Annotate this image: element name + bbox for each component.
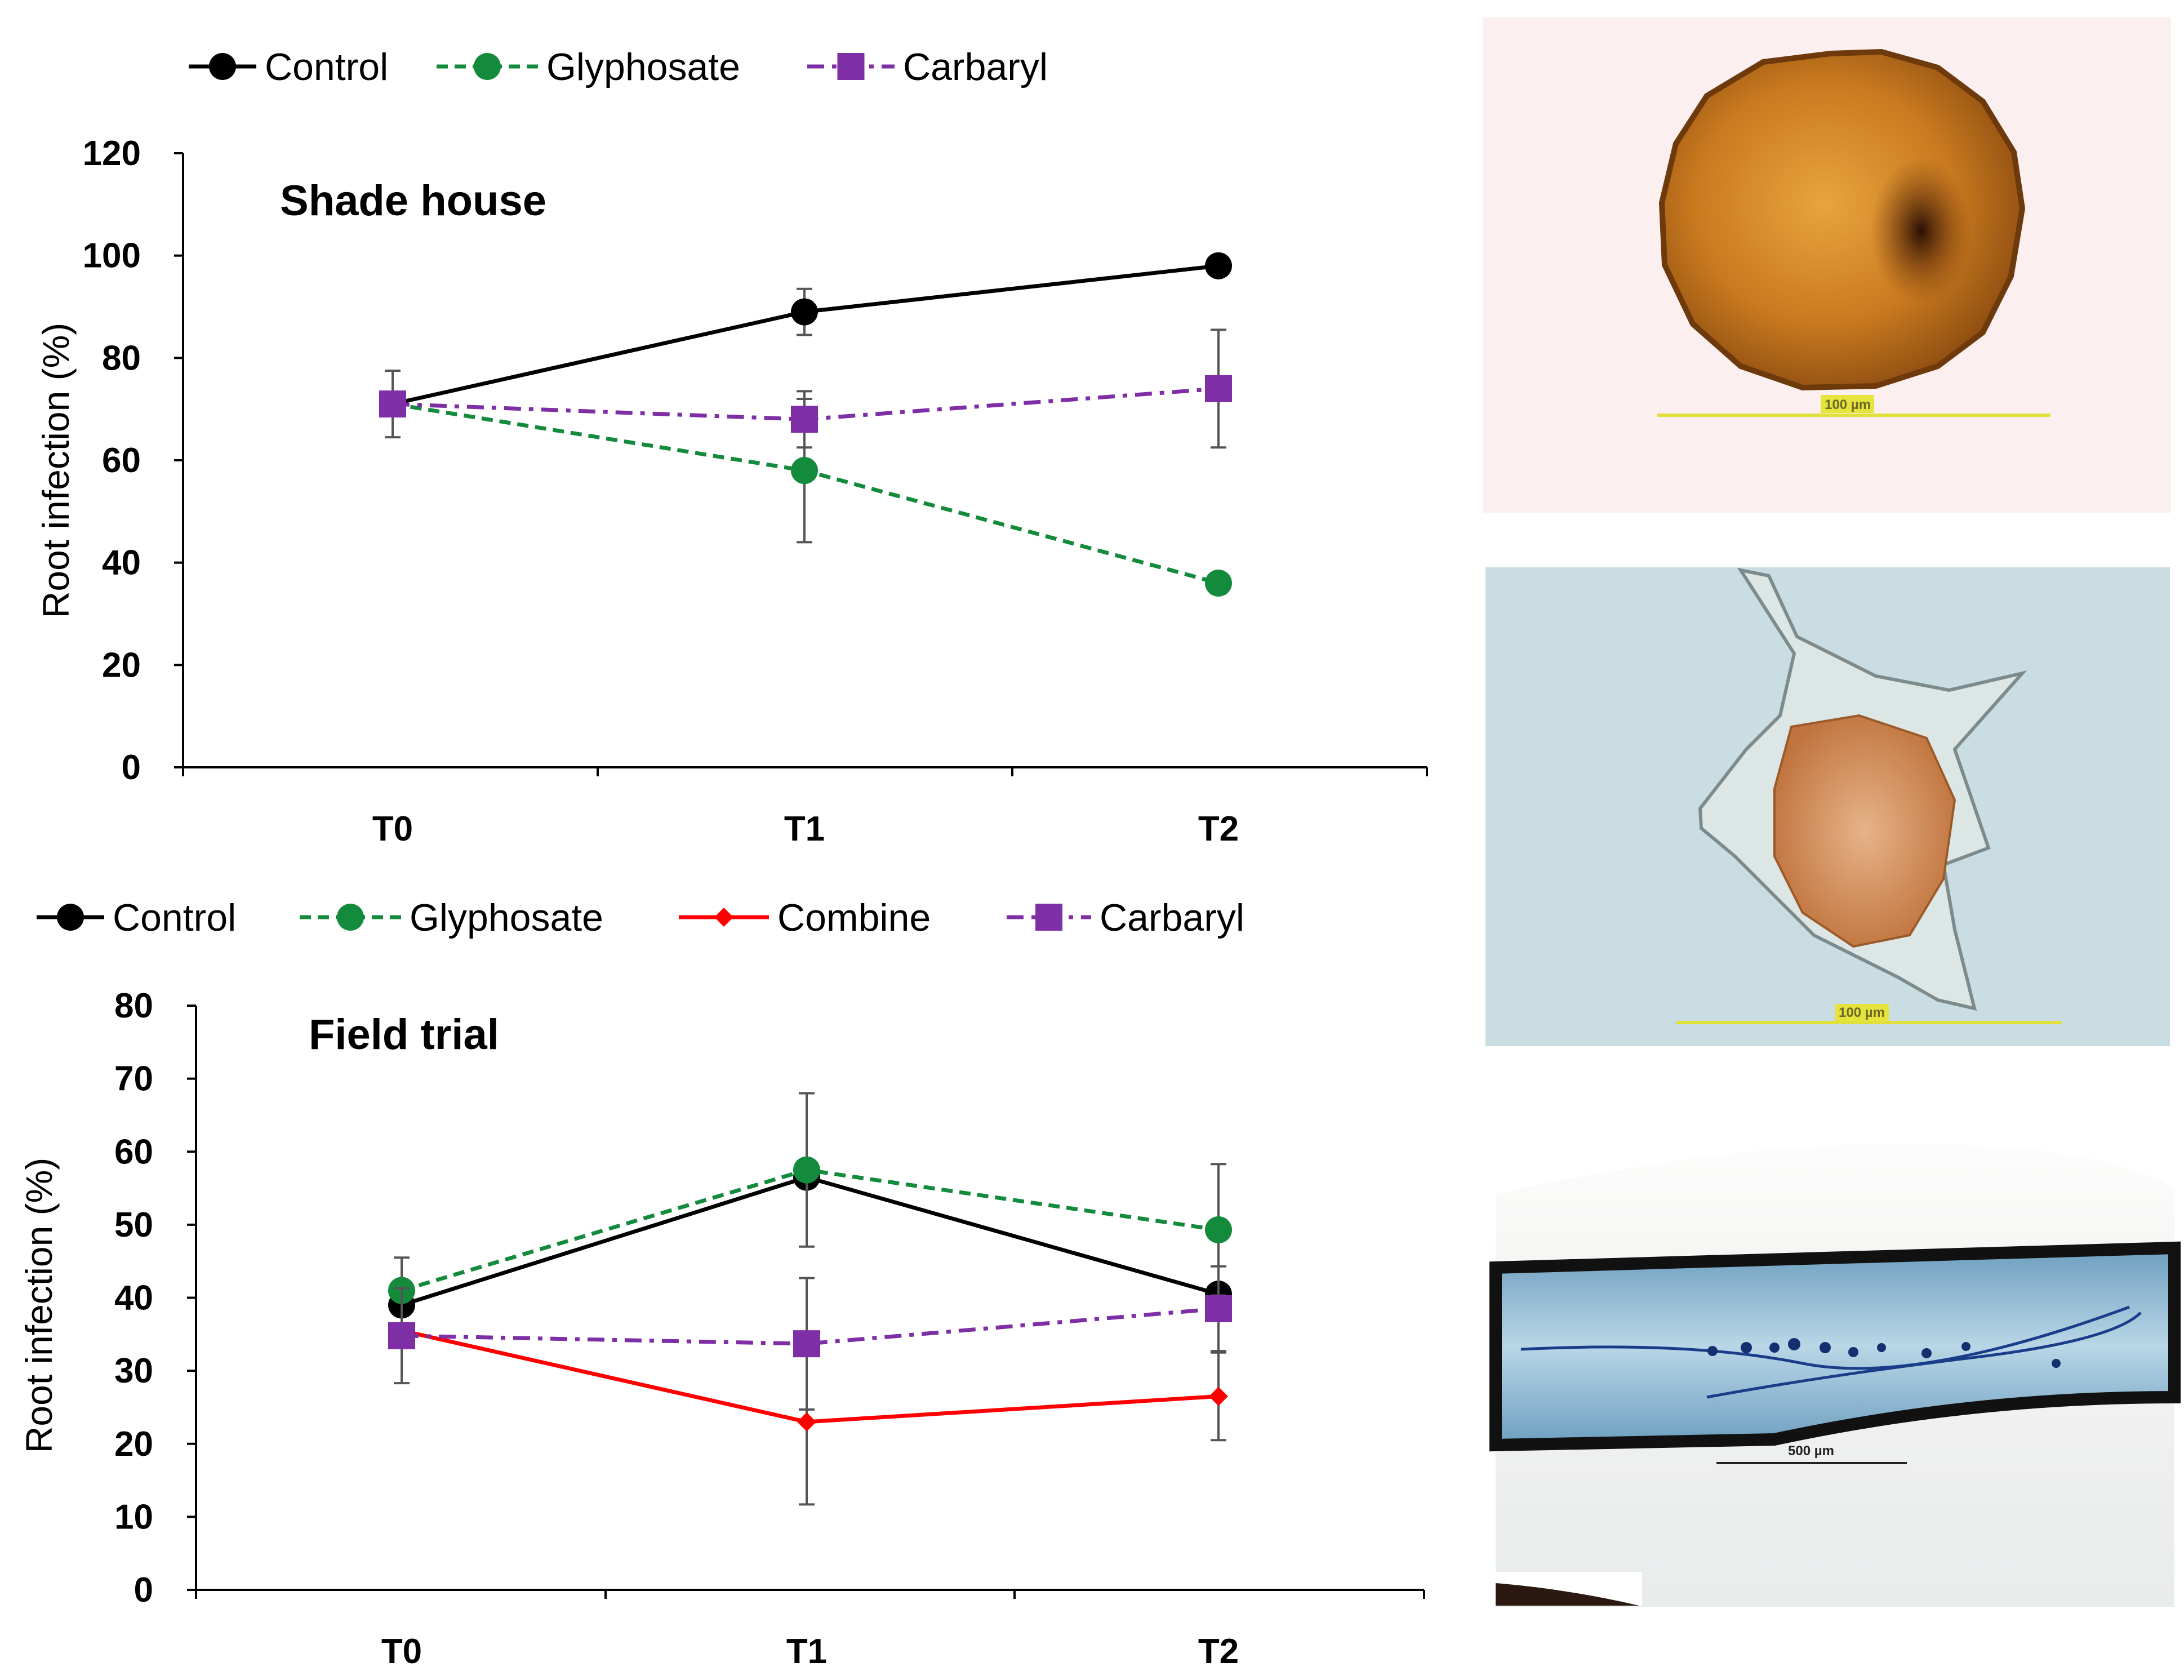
field-trial-series-control [388, 1163, 1232, 1319]
field-trial-line-control [401, 1175, 1219, 1307]
field-trial-point-glyphosate [1205, 1216, 1232, 1243]
shade-house-y-tick-label: 40 [102, 544, 141, 583]
nematode-scale-label-bg [1835, 1004, 1889, 1021]
field-trial-y-tick-label: 30 [114, 1352, 153, 1390]
field-trial-x-tick-label: T1 [786, 1632, 827, 1671]
shade-house-legend-marker [209, 53, 236, 80]
field-trial-x-tick-label: T2 [1198, 1632, 1239, 1671]
shade-house-legend-label: Control [265, 46, 388, 88]
shade-house-point-glyphosate [1205, 570, 1232, 597]
field-trial-point-carbaryl [793, 1330, 820, 1358]
shade-house-x-tick-label: T1 [784, 810, 825, 848]
field-trial-legend-item-combine: Combine [679, 896, 931, 939]
shade-house-point-control [791, 298, 818, 326]
shade-house-series-carbaryl [379, 328, 1232, 449]
field-trial-legend-marker [1035, 904, 1062, 931]
field-trial-legend-item-control: Control [37, 896, 236, 939]
micrograph-nematode: 100 µm [1485, 567, 2170, 1046]
field-trial-y-tick-label: 40 [114, 1279, 153, 1318]
shade-house-y-tick-label: 60 [102, 441, 141, 480]
field-trial-y-tick-label: 20 [114, 1425, 153, 1464]
field-trial-point-combine [1209, 1386, 1228, 1406]
field-trial-legend-item-carbaryl: Carbaryl [1007, 896, 1244, 939]
field-trial-point-glyphosate [793, 1156, 820, 1184]
nematode-scale-label: 100 µm [1839, 1005, 1885, 1020]
field-trial-legend-marker [714, 908, 733, 927]
micrograph-root: 500 µm [1489, 1111, 2181, 1607]
micrograph-spore: 100 µm [1483, 17, 2171, 513]
spore-scale-label-bg [1821, 395, 1874, 413]
shade-house-legend-item-control: Control [189, 46, 388, 88]
field-trial-legend-label: Carbaryl [1100, 896, 1244, 939]
shade-house-legend-marker [474, 53, 501, 80]
shade-house-point-glyphosate [791, 457, 818, 485]
field-trial-y-tick-label: 60 [114, 1132, 153, 1171]
field-trial-y-tick-label: 10 [114, 1497, 153, 1536]
field-trial-legend-item-glyphosate: Glyphosate [300, 896, 603, 939]
field-trial-title: Field trial [309, 1011, 499, 1059]
shade-house-title: Shade house [280, 177, 546, 225]
field-trial-chart: Control Glyphosate Combine Carbaryl Field t… [18, 896, 1425, 1671]
field-trial-y-tick-label: 0 [134, 1571, 153, 1610]
field-trial-x-tick-label: T0 [381, 1632, 422, 1671]
field-trial-y-tick-label: 50 [114, 1206, 153, 1245]
field-trial-series-carbaryl [388, 1265, 1232, 1411]
shade-house-legend: Control Glyphosate Carbaryl [189, 46, 1048, 88]
root-tissue [1489, 1241, 2181, 1452]
shade-house-x-tick-label: T2 [1198, 810, 1239, 848]
shade-house-legend-label: Carbaryl [903, 46, 1048, 88]
spore-scale-label: 100 µm [1825, 397, 1871, 412]
shade-house-legend-marker [837, 53, 865, 80]
shade-house-x-tick-label: T0 [372, 810, 413, 848]
field-trial-point-combine [797, 1412, 816, 1432]
field-trial-series-glyphosate [388, 1092, 1232, 1325]
field-trial-legend-label: Glyphosate [410, 896, 603, 939]
field-trial-point-carbaryl [1205, 1295, 1232, 1322]
shade-house-point-control [1205, 252, 1232, 279]
shade-house-y-tick-label: 120 [83, 134, 141, 173]
field-trial-y-axis-label: Root infection (%) [18, 1158, 60, 1454]
shade-house-point-carbaryl [791, 406, 818, 433]
shade-house-legend-label: Glyphosate [546, 46, 740, 88]
field-trial-legend-label: Combine [777, 896, 931, 939]
shade-house-y-tick-label: 20 [102, 646, 141, 685]
root-vesicles [1707, 1338, 2061, 1368]
field-trial-line-carbaryl [401, 1306, 1219, 1346]
field-trial-legend-marker [57, 904, 84, 931]
shade-house-point-carbaryl [1205, 375, 1232, 402]
shade-house-chart: Control Glyphosate Carbaryl Shade house Ro… [35, 46, 1428, 848]
shade-house-y-tick-label: 100 [83, 237, 141, 275]
spore-shape [1658, 48, 2026, 391]
root-scale-label: 500 µm [1788, 1443, 1834, 1459]
field-trial-legend: Control Glyphosate Combine Carbaryl [37, 896, 1244, 939]
shade-house-legend-item-carbaryl: Carbaryl [807, 46, 1048, 88]
nematode-body [1773, 714, 1956, 948]
shade-house-legend-item-glyphosate: Glyphosate [437, 46, 740, 88]
shade-house-y-tick-label: 0 [122, 748, 141, 787]
field-trial-legend-label: Control [113, 896, 236, 939]
shade-house-y-axis-label: Root infection (%) [35, 323, 77, 619]
field-trial-legend-marker [337, 904, 364, 931]
field-trial-point-carbaryl [388, 1322, 415, 1349]
field-trial-y-tick-label: 70 [114, 1060, 153, 1099]
shade-house-y-tick-label: 80 [102, 339, 141, 377]
field-trial-y-tick-label: 80 [114, 986, 153, 1025]
shade-house-point-carbaryl [379, 390, 406, 418]
spore-dark-patch [1870, 158, 1972, 304]
